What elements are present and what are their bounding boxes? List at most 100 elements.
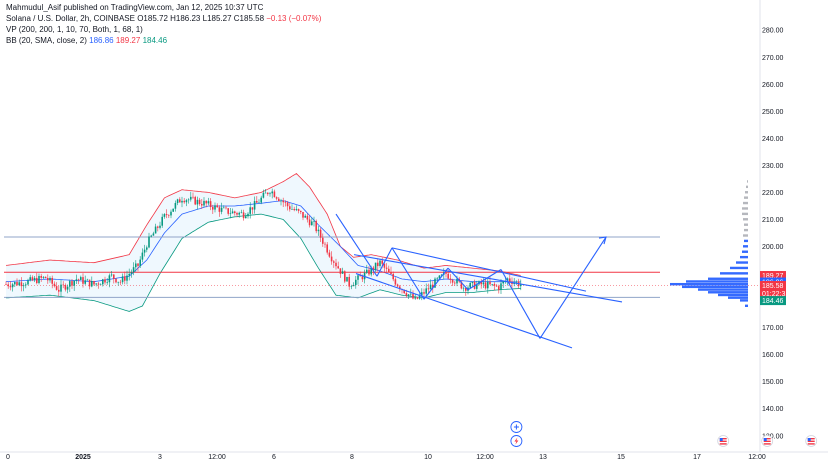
price-tick-label: 130.00 [762, 433, 784, 440]
price-tag-label: 189.27 [762, 273, 784, 280]
candle-body [25, 284, 27, 286]
volume-profile-bar [686, 280, 748, 283]
volume-profile-bar [708, 277, 748, 280]
horizontal-levels[interactable] [4, 236, 760, 298]
time-tick-label: 15 [617, 454, 625, 461]
candle-body [159, 225, 161, 228]
candle-body [22, 285, 25, 287]
zigzag-leg [391, 247, 425, 300]
flag-stripe [763, 440, 771, 442]
candle-body [69, 281, 71, 287]
candle-body [306, 215, 309, 220]
event-markers[interactable] [510, 421, 828, 447]
vp-indicator-line[interactable]: VP (200, 200, 1, 10, 70, Both, 1, 68, 1) [6, 25, 143, 34]
candle-body [209, 201, 212, 208]
price-tag-label: 01:22:31 [762, 291, 789, 298]
flag-stripe [807, 443, 815, 445]
candle-body [394, 279, 397, 285]
candle-body [20, 282, 23, 287]
candle-body [280, 200, 282, 202]
ohlc-close-label: C [233, 14, 240, 23]
symbol-label[interactable]: Solana / U.S. Dollar, 2h, COINBASE [6, 14, 135, 23]
candle-body [509, 278, 511, 282]
candle-body [236, 213, 238, 215]
candle-body [425, 288, 427, 294]
candle-body [471, 281, 474, 284]
volume-profile [670, 180, 748, 307]
candle-body [132, 267, 135, 273]
candle-body [500, 283, 502, 290]
candle-body [328, 252, 331, 257]
volume-profile-bar [740, 299, 748, 302]
ohlc-change: −0.13 (−0.07%) [266, 14, 322, 23]
candle-body [47, 278, 49, 281]
zigzag-leg [335, 213, 378, 277]
candle-body [421, 292, 423, 296]
candle-body [445, 272, 447, 274]
candle-body [225, 207, 227, 209]
bb-indicator-line[interactable]: BB (20, SMA, close, 2) 186.86 189.27 184… [6, 35, 321, 46]
candle-body [194, 196, 196, 205]
candle-body [148, 236, 150, 248]
candle-body [427, 288, 430, 290]
candle-body [346, 276, 348, 282]
projection-down [500, 269, 541, 339]
candle-body [49, 277, 51, 281]
flag-stripe [719, 443, 727, 445]
trend-drawings[interactable] [335, 213, 623, 349]
candle-body [330, 256, 333, 262]
candle-body [223, 207, 225, 209]
candle-body [440, 274, 443, 276]
candle-body [493, 283, 496, 286]
candle-body [480, 281, 482, 285]
price-tick-label: 210.00 [762, 217, 784, 224]
volume-profile-bar [743, 245, 748, 248]
bb-fill [6, 173, 521, 312]
candle-body [130, 272, 133, 274]
candle-body [392, 273, 394, 280]
candle-body [196, 199, 199, 205]
price-tag-bg [760, 271, 786, 281]
candle-body [181, 200, 183, 203]
candle-body [95, 283, 97, 285]
candle-body [271, 191, 273, 194]
candle-body [75, 279, 78, 281]
flag-stripe [807, 440, 815, 442]
volume-profile-bar [742, 207, 748, 210]
volume-profile-bar [744, 223, 748, 226]
candle-body [117, 281, 119, 283]
candle-body [62, 284, 64, 286]
candle-body [260, 197, 262, 203]
candle-body [11, 284, 14, 288]
time-axis[interactable]: 0 2025 3 12:00 6 8 10 12:00 13 15 17 12:00 [6, 454, 766, 461]
volume-profile-bar [743, 218, 748, 221]
bb-lower-line [5, 213, 521, 312]
volume-profile-bar [730, 266, 748, 270]
candle-body [139, 259, 141, 266]
price-tick-label: 200.00 [762, 244, 784, 251]
price-tick-label: 220.00 [762, 190, 784, 197]
time-tick-label: 12:00 [208, 454, 226, 461]
candle-body [212, 207, 214, 210]
candle-body [256, 201, 258, 203]
chart-header: Mahmudul_Asif published on TradingView.c… [6, 2, 321, 46]
candle-body [187, 199, 190, 201]
price-tag-bg [760, 296, 786, 306]
time-tick-label: 2025 [75, 454, 91, 461]
candle-body [88, 279, 91, 287]
candle-body [220, 207, 223, 212]
candle-body [77, 279, 80, 280]
price-tick-label: 260.00 [762, 82, 784, 89]
price-axis[interactable]: 130.00140.00150.00160.00170.00180.00190.… [760, 28, 789, 441]
candle-body [119, 281, 122, 283]
candle-body [198, 199, 201, 204]
candle-body [242, 212, 245, 219]
candle-body [469, 283, 471, 288]
candle-body [361, 276, 364, 280]
candle-body [163, 214, 166, 217]
bolt-glyph [514, 437, 519, 445]
candle-body [273, 191, 276, 198]
candle-body [447, 273, 449, 279]
candle-body [190, 196, 192, 200]
